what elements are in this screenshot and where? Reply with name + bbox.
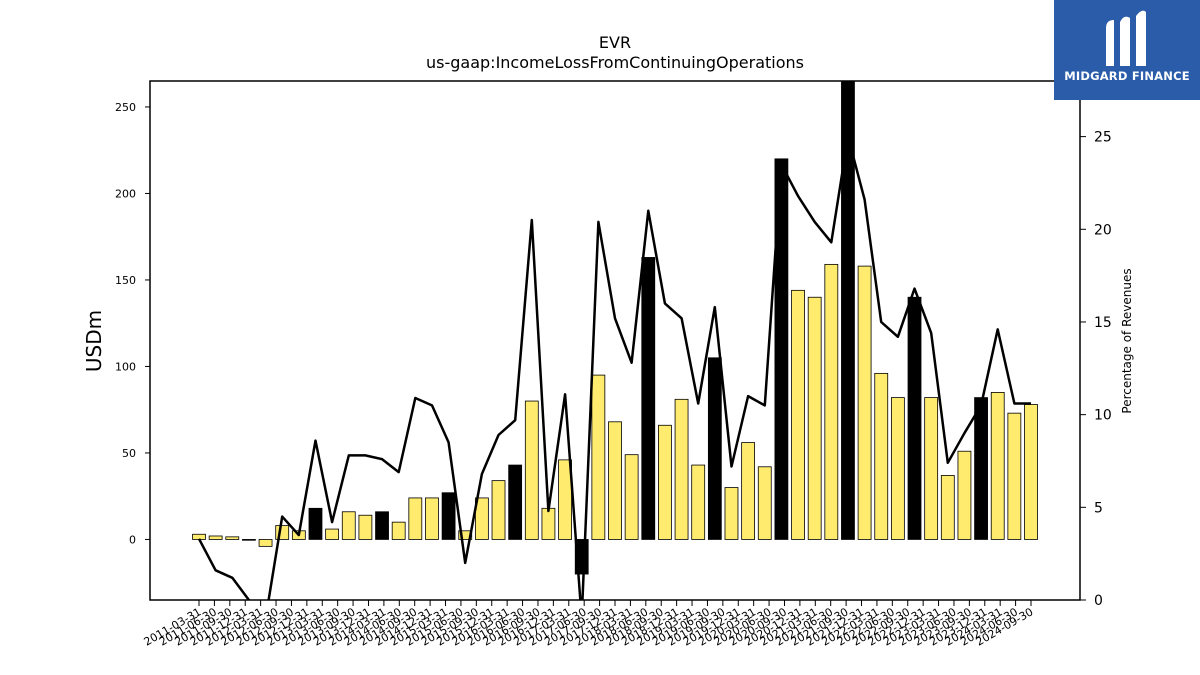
bar-0 bbox=[192, 533, 206, 540]
chart-title: EVR bbox=[599, 33, 631, 52]
bar-41 bbox=[874, 372, 889, 540]
x-ticks: 2011-03-312011-06-302011-09-302011-12-31… bbox=[142, 600, 1036, 649]
brand-name: MIDGARD FINANCE bbox=[1064, 69, 1190, 83]
bar-3 bbox=[242, 539, 256, 541]
bar-21 bbox=[541, 507, 556, 540]
y-axis-label-right: Percentage of Revenues bbox=[1120, 268, 1134, 413]
bar-31 bbox=[707, 357, 722, 540]
bar-4 bbox=[258, 539, 273, 547]
bar-43 bbox=[907, 296, 922, 540]
bar-1 bbox=[208, 535, 223, 540]
bar-16 bbox=[458, 530, 473, 540]
bar-26 bbox=[624, 454, 639, 540]
y-tick-label-right: 10 bbox=[1094, 408, 1112, 424]
bar-12 bbox=[391, 521, 406, 540]
y-tick-label: 150 bbox=[115, 274, 136, 287]
bar-35 bbox=[774, 158, 789, 540]
bar-49 bbox=[1007, 412, 1022, 540]
bar-2 bbox=[225, 536, 240, 540]
y-tick-label: 250 bbox=[115, 101, 136, 114]
y-axis-label: USDm bbox=[82, 310, 106, 372]
bar-46 bbox=[957, 450, 972, 540]
bar-50 bbox=[1024, 404, 1038, 540]
bar-37 bbox=[807, 296, 822, 540]
series-line-percentage bbox=[197, 135, 1031, 600]
bar-27 bbox=[641, 257, 656, 540]
y-tick-label: 50 bbox=[122, 447, 136, 460]
bar-42 bbox=[890, 397, 905, 540]
bar-48 bbox=[990, 391, 1005, 540]
y-tick-label: 200 bbox=[115, 187, 136, 200]
bar-24 bbox=[591, 374, 606, 540]
bar-11 bbox=[375, 511, 389, 540]
y-tick-label: 0 bbox=[129, 533, 136, 546]
bar-14 bbox=[425, 497, 439, 540]
bar-40 bbox=[857, 265, 872, 540]
line-group bbox=[197, 135, 1031, 600]
bar-33 bbox=[741, 442, 756, 540]
bar-28 bbox=[658, 424, 672, 540]
bar-8 bbox=[325, 528, 340, 540]
midgard-logo-icon bbox=[1106, 10, 1146, 67]
bar-36 bbox=[791, 289, 805, 540]
bar-38 bbox=[824, 263, 839, 540]
bar-22 bbox=[558, 459, 572, 540]
bar-13 bbox=[408, 497, 423, 540]
bar-15 bbox=[441, 492, 456, 540]
bar-10 bbox=[358, 514, 373, 540]
bar-34 bbox=[757, 466, 772, 540]
bar-47 bbox=[974, 397, 988, 540]
y-tick-label-right: 0 bbox=[1094, 593, 1103, 609]
bar-25 bbox=[608, 421, 622, 540]
bar-44 bbox=[924, 397, 939, 540]
bar-29 bbox=[674, 398, 689, 540]
bar-17 bbox=[474, 497, 489, 540]
bar-19 bbox=[508, 464, 523, 540]
chart-subtitle: us-gaap:IncomeLossFromContinuingOperatio… bbox=[426, 53, 804, 72]
bar-32 bbox=[724, 487, 739, 540]
y-tick-label-right: 5 bbox=[1094, 500, 1103, 516]
brand-logo: MIDGARD FINANCE bbox=[1054, 0, 1200, 100]
bar-20 bbox=[524, 400, 539, 540]
bar-45 bbox=[940, 475, 955, 540]
bar-9 bbox=[341, 511, 356, 540]
bar-7 bbox=[308, 507, 323, 540]
y-tick-label-right: 25 bbox=[1094, 130, 1112, 146]
y-ticks-right: 0 5 10 15 20 25 bbox=[1080, 130, 1112, 609]
y-ticks: 0 50 100 150 200 250 bbox=[115, 101, 150, 546]
bar-group bbox=[192, 80, 1038, 575]
bar-30 bbox=[691, 464, 706, 540]
y-tick-label-right: 20 bbox=[1094, 222, 1112, 238]
bar-18 bbox=[491, 480, 506, 540]
y-tick-label-right: 15 bbox=[1094, 315, 1112, 331]
y-tick-label: 100 bbox=[115, 360, 136, 373]
